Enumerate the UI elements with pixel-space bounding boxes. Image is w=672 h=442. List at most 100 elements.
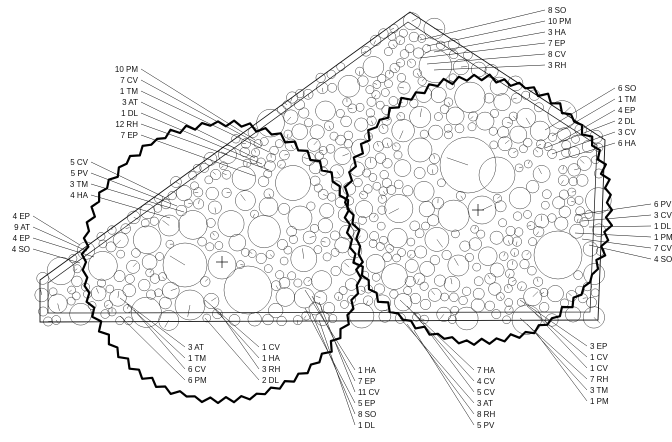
tree-crown — [372, 273, 380, 281]
tree-crown — [559, 190, 568, 199]
tree-crown — [409, 32, 419, 42]
tree-crown — [523, 138, 532, 147]
tree-crown — [146, 269, 154, 277]
tree-crown — [292, 124, 308, 140]
stem-lean-tick — [431, 291, 434, 295]
leader-line — [520, 300, 587, 346]
stem-lean-tick — [287, 134, 288, 137]
stem-lean-tick — [519, 167, 522, 168]
leader-line — [414, 330, 474, 425]
stem-lean-tick — [409, 254, 411, 257]
species-label: 7 CV — [120, 76, 138, 85]
stem-lean-tick — [528, 226, 531, 227]
species-label: 4 HA — [70, 191, 88, 200]
tree-crown — [198, 237, 207, 246]
tree-crown — [580, 218, 589, 227]
tree-crown — [270, 146, 279, 155]
species-label: 7 EP — [358, 377, 375, 386]
tree-crown — [437, 179, 445, 187]
stem-lean-tick — [361, 193, 364, 195]
stem-lean-tick — [389, 209, 399, 214]
tree-crown — [474, 277, 483, 286]
stem-lean-tick — [213, 233, 215, 236]
tree-crown — [583, 307, 604, 328]
tree-crown — [519, 145, 527, 153]
tree-crown — [422, 222, 430, 230]
species-label: 4 SO — [12, 245, 30, 254]
species-label: 4 SO — [654, 255, 672, 264]
tree-crown — [67, 297, 75, 305]
tree-crown — [398, 249, 406, 257]
tree-crown — [441, 293, 449, 301]
tree-crown — [528, 266, 537, 275]
stem-lean-tick — [514, 252, 515, 255]
stem-lean-tick — [374, 95, 376, 98]
tree-crown — [287, 226, 297, 236]
tree-crown — [380, 170, 389, 179]
tree-crown — [377, 222, 385, 230]
tree-crown — [294, 279, 302, 287]
stem-lean-tick — [509, 308, 511, 311]
tree-crown — [494, 94, 511, 111]
stem-lean-tick — [188, 305, 190, 317]
tree-crown — [373, 182, 381, 190]
stem-lean-tick — [127, 306, 128, 309]
stem-lean-tick — [323, 194, 327, 196]
tree-crown — [514, 228, 523, 237]
stem-lean-tick — [526, 118, 530, 125]
stem-lean-tick — [304, 158, 309, 159]
leader-line — [407, 306, 474, 381]
tree-crown — [451, 306, 459, 314]
tree-crown — [529, 238, 537, 246]
tree-crown — [218, 211, 244, 237]
stem-lean-tick — [471, 116, 474, 119]
stem-lean-tick — [513, 98, 517, 99]
leader-line — [141, 135, 255, 176]
stem-lean-tick — [199, 200, 200, 204]
tree-crown — [341, 116, 352, 127]
stem-lean-tick — [409, 61, 411, 64]
tree-crown — [465, 253, 473, 261]
tree-crown — [275, 140, 283, 148]
tree-crown — [407, 238, 415, 246]
tree-crown — [388, 228, 407, 247]
species-label: 2 DL — [618, 117, 635, 126]
tree-crown — [440, 105, 449, 114]
tree-crown — [229, 314, 240, 325]
tree-crown — [133, 226, 161, 254]
tree-crown — [142, 255, 157, 270]
stem-lean-tick — [541, 292, 544, 294]
tree-crown — [258, 176, 269, 187]
species-label: 4 CV — [477, 377, 495, 386]
tree-crown — [542, 190, 551, 199]
species-label: 1 TM — [618, 95, 636, 104]
tree-crown — [539, 302, 549, 312]
stem-lean-tick — [399, 114, 401, 116]
species-label: 3 CV — [654, 211, 672, 220]
stem-lean-tick — [171, 289, 177, 291]
tree-crown — [375, 153, 386, 164]
species-label: 3 EP — [590, 342, 607, 351]
species-label: 5 CV — [70, 158, 88, 167]
species-label: 4 EP — [13, 234, 30, 243]
stem-lean-tick — [454, 258, 458, 265]
stem-lean-tick — [150, 270, 152, 273]
tree-crown — [469, 238, 482, 251]
stem-lean-tick — [533, 292, 538, 297]
stem-lean-tick — [284, 154, 288, 155]
tree-crown — [586, 297, 596, 307]
tree-crown — [513, 212, 522, 221]
stem-lean-tick — [126, 228, 130, 229]
leader-line — [434, 32, 545, 52]
tree-crown — [393, 254, 401, 262]
tree-crown — [376, 242, 384, 250]
stem-lean-tick — [399, 40, 400, 43]
stem-lean-tick — [106, 305, 109, 307]
tree-crown — [256, 253, 266, 263]
stem-lean-tick — [568, 293, 571, 296]
species-label: 9 AT — [14, 223, 30, 232]
tree-crown — [299, 108, 309, 118]
species-label: 3 TM — [70, 180, 88, 189]
stem-lean-tick — [561, 180, 563, 184]
tree-crown — [420, 282, 428, 290]
